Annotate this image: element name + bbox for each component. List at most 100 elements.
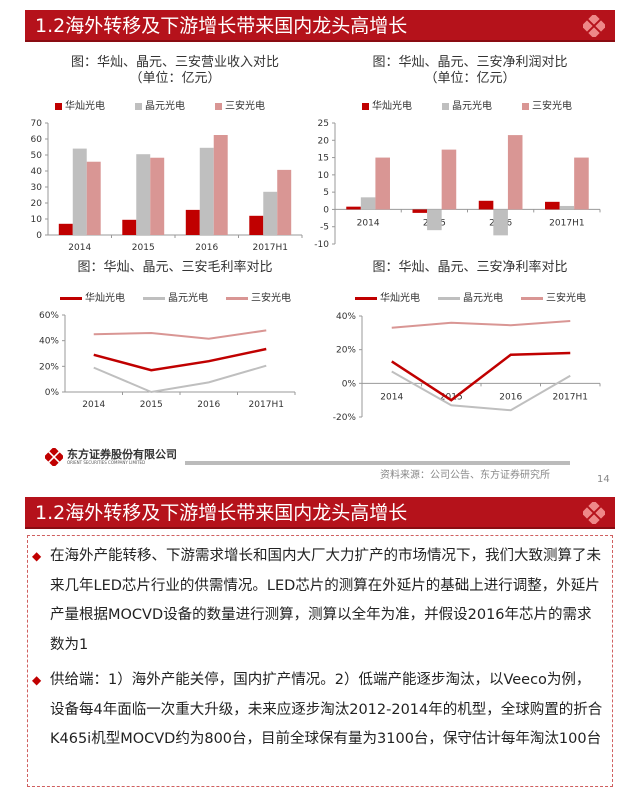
y-tick-label: 25 [318,119,329,129]
legend-item: 晶元光电 [143,289,208,304]
chart3-legend: 华灿光电 晶元光电 三安光电 [60,289,291,304]
y-tick-label: 40 [31,167,43,177]
chart1-title: 图：华灿、晶元、三安营业收入对比 （单位：亿元） [40,55,310,87]
y-tick-label: 0% [45,388,60,398]
legend-swatch [55,102,62,110]
chart2-title: 图：华灿、晶元、三安净利润对比 （单位：亿元） [330,55,610,87]
slide1-title: 1.2海外转移及下游增长带来国内龙头高增长 [35,15,408,37]
legend-swatch [362,102,369,110]
line-三安光电 [391,320,571,329]
y-tick-label: 10 [31,215,43,225]
x-tick-label: 2017H1 [553,392,588,402]
y-tick-label: 10 [318,171,330,181]
x-tick-label: 2014 [380,392,403,402]
legend-label: 三安光电 [251,293,291,304]
bar-三安光电 [277,169,292,235]
legend-label: 三安光电 [546,293,586,304]
legend-swatch [522,102,529,110]
legend-label: 华灿光电 [65,101,105,112]
bar-华灿光电 [346,206,361,210]
bar-华灿光电 [478,200,494,210]
logo-text: 东方证券股份有限公司 [67,448,177,461]
brand-logo-icon [583,502,605,524]
bar-晶元光电 [72,148,87,235]
y-tick-label: 20 [318,136,330,146]
bar-华灿光电 [545,201,560,210]
slide2-title: 1.2海外转移及下游增长带来国内龙头高增长 [35,502,408,524]
x-tick-label: 2017H1 [549,218,584,228]
chart2-legend: 华灿光电 晶元光电 三安光电 [362,97,572,112]
chart3-title: 图：华灿、晶元、三安毛利率对比 [77,260,273,275]
brand-logo-icon [583,15,605,37]
legend-swatch [442,102,449,110]
content-box: ◆ 在海外产能转移、下游需求增长和国内大厂大力扩产的市场情况下，我们大致测算了未来… [27,535,613,787]
legend-item: 华灿光电 [355,289,420,304]
y-tick-label: 20% [336,346,356,356]
bullet-text: 供给端：1）海外产能关停，国内扩产情况。2）低端产能逐步淘汰，以Veeco为例，… [50,672,603,747]
chart2-subtitle: （单位：亿元） [424,71,516,86]
bar-三安光电 [441,149,457,210]
bar-晶元光电 [493,209,508,236]
bar-华灿光电 [412,209,428,213]
chart1-title-text: 图：华灿、晶元、三安营业收入对比 [70,55,279,70]
bar-三安光电 [375,157,390,210]
legend-swatch [521,296,543,300]
y-tick-label: -10 [314,240,329,250]
diamond-bullet-icon: ◆ [32,549,42,563]
x-tick-label: 2016 [499,392,522,402]
company-logo-icon [45,448,63,466]
legend-item: 华灿光电 [362,97,412,112]
bar-三安光电 [574,157,589,210]
bar-三安光电 [213,135,228,235]
page-number: 14 [597,474,610,485]
chart2-title-text: 图：华灿、晶元、三安净利润对比 [372,55,568,70]
bar-三安光电 [507,135,523,210]
legend-item: 华灿光电 [60,289,125,304]
chart1-legend: 华灿光电 晶元光电 三安光电 [55,97,265,112]
bar-晶元光电 [199,147,214,235]
x-tick-label: 2016 [197,400,220,410]
y-tick-label: 20 [31,199,43,209]
chart4-title: 图：华灿、晶元、三安净利率对比 [372,260,568,275]
footer-divider [185,461,570,465]
source-note: 资料来源：公司公告、东方证券研究所 [380,470,550,481]
legend-swatch [135,102,142,110]
logo-subtext: ORIENT SECURITIES COMPANY LIMITED [67,460,146,465]
chart4-legend: 华灿光电 晶元光电 三安光电 [355,289,586,304]
x-tick-label: 2017H1 [253,243,288,253]
x-tick-label: 2015 [132,243,155,253]
legend-label: 晶元光电 [168,293,208,304]
legend-label: 华灿光电 [85,293,125,304]
legend-label: 晶元光电 [145,101,185,112]
bar-华灿光电 [185,209,200,235]
company-logo: 东方证券股份有限公司 ORIENT SECURITIES COMPANY LIM… [45,446,180,468]
legend-label: 三安光电 [532,101,572,112]
y-tick-label: 70 [31,119,43,129]
y-tick-label: 0 [323,205,329,215]
chart1-subtitle: （单位：亿元） [129,71,221,86]
bar-晶元光电 [559,205,575,210]
line-华灿光电 [93,347,267,372]
line-晶元光电 [93,364,267,394]
bar-三安光电 [150,157,165,235]
line-晶元光电 [391,370,571,412]
legend-swatch [355,296,377,300]
bullet-item: ◆ 供给端：1）海外产能关停，国内扩产情况。2）低端产能逐步淘汰，以Veeco为例… [32,666,604,755]
y-tick-label: 60 [31,135,43,145]
legend-label: 三安光电 [225,101,265,112]
x-tick-label: 2014 [68,243,91,253]
legend-label: 华灿光电 [380,293,420,304]
x-tick-label: 2014 [82,400,105,410]
diamond-bullet-icon: ◆ [32,673,42,687]
legend-item: 华灿光电 [55,97,105,112]
bar-华灿光电 [122,219,137,235]
legend-label: 华灿光电 [372,101,412,112]
x-tick-label: 2016 [195,243,218,253]
legend-item: 三安光电 [226,289,291,304]
legend-label: 晶元光电 [452,101,492,112]
legend-swatch [215,102,222,110]
x-tick-label: 2015 [140,400,163,410]
bar-三安光电 [86,161,101,235]
